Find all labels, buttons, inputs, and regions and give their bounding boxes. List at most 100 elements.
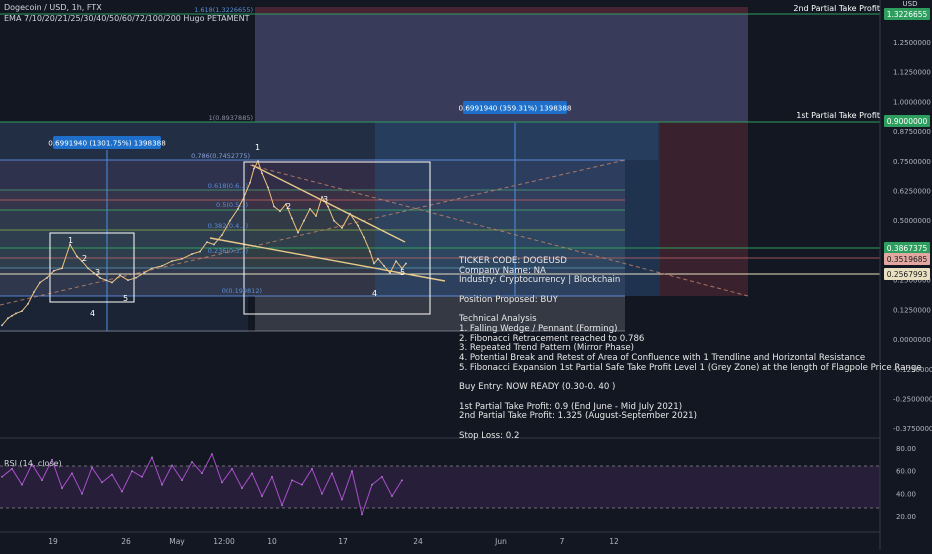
wave-label-2b: 2 [286, 202, 291, 211]
price-tick-label: 0.0000000 [893, 336, 931, 344]
rsi-point [221, 481, 223, 484]
rsi-point [261, 495, 263, 497]
rsi-point [341, 498, 343, 501]
fib-label-0382: 0.382(0.4...) [208, 222, 248, 230]
fib-label-1618: 1.618(1.3226655) [194, 6, 253, 14]
price-point [151, 267, 153, 270]
price-point [229, 219, 231, 222]
wave-label-5a: 5 [123, 294, 128, 303]
price-point [333, 219, 335, 222]
time-tick-label: 10 [267, 537, 277, 546]
rsi-point [61, 487, 63, 489]
price-point [111, 281, 113, 284]
rsi-point [151, 456, 153, 459]
price-point [161, 265, 163, 267]
wave-labels: 1 2 3 4 5 1 2 3 4 5 [68, 143, 405, 318]
measure-label-2: 0.6991940 (359.31%) 1398388 [458, 104, 571, 113]
rsi-point [211, 453, 213, 455]
price-point [383, 265, 385, 267]
time-axis[interactable]: 19 26 May 12:00 10 17 24 Jun 7 12 [0, 531, 880, 546]
rsi-point [311, 468, 313, 470]
tag-current [884, 268, 930, 280]
price-point [291, 217, 293, 220]
wave-label-3a: 3 [95, 268, 100, 277]
price-point [221, 234, 223, 236]
tag-level-a-text: 0.3867375 [887, 244, 928, 253]
rsi-point [271, 476, 273, 478]
price-point [87, 267, 89, 270]
rsi-point [191, 461, 193, 463]
price-tick-label: 0.7500000 [893, 158, 931, 166]
price-point [81, 260, 83, 262]
rsi-series [1, 452, 403, 517]
rsi-point [391, 495, 393, 497]
wave-label-4b: 4 [372, 289, 377, 298]
tag-level-b [884, 253, 930, 265]
axis-currency: USD [903, 0, 918, 8]
rsi-point [101, 481, 103, 484]
price-point [1, 324, 3, 327]
price-point [237, 208, 239, 210]
price-point [253, 167, 255, 170]
fib-levels [0, 13, 932, 332]
rsi-point [171, 464, 173, 467]
rsi-point [371, 483, 373, 486]
tag-tp1 [884, 115, 930, 127]
rsi-point [381, 476, 383, 478]
rsi-point [131, 470, 133, 472]
price-point [267, 186, 269, 189]
price-point [76, 255, 78, 258]
rsi-tick-label: 60.00 [896, 468, 916, 476]
price-tick-label: 0.8750000 [893, 128, 931, 136]
rsi-point [41, 479, 43, 482]
price-point [206, 241, 208, 244]
rsi-point [1, 476, 3, 478]
tag-tp1-text: 0.9000000 [887, 117, 928, 126]
time-tick-label: 19 [48, 537, 58, 546]
ema-indicator-label[interactable]: EMA 7/10/20/21/25/30/40/50/60/72/100/200… [4, 14, 250, 23]
rsi-pane [0, 437, 880, 517]
price-point [297, 231, 299, 234]
rsi-point [331, 472, 333, 475]
pattern-boxes [49, 161, 431, 315]
price-tick-label: 1.0000000 [893, 98, 931, 106]
price-tick-label: 0.5000000 [893, 217, 931, 225]
measure-box-2 [463, 101, 567, 114]
time-tick-label: 17 [338, 537, 348, 546]
price-point [369, 250, 371, 253]
price-point [401, 267, 403, 270]
price-point [171, 260, 173, 262]
wave-label-1b: 1 [255, 143, 260, 152]
symbol-title[interactable]: Dogecoin / USD, 1h, FTX [4, 3, 102, 12]
price-point [363, 236, 365, 239]
price-point [309, 208, 311, 210]
rsi-point [91, 466, 93, 469]
price-point [53, 269, 55, 272]
price-point [7, 317, 9, 320]
rsi-point [241, 487, 243, 489]
price-point [213, 243, 215, 246]
price-point [405, 262, 407, 265]
time-tick-label: Jun [494, 537, 507, 546]
rsi-tick-label: 40.00 [896, 490, 916, 498]
price-point [341, 227, 343, 229]
rsi-point [401, 479, 403, 482]
wave-label-3b: 3 [323, 195, 328, 204]
rsi-point [351, 470, 353, 472]
rsi-tick-label: 80.00 [896, 445, 916, 453]
time-tick-label: May [169, 537, 185, 546]
rsi-point [161, 483, 163, 486]
time-tick-label: 12:00 [213, 537, 235, 546]
rsi-point [251, 472, 253, 475]
time-tick-label: 7 [560, 537, 565, 546]
price-point [285, 203, 287, 206]
fib-label-05: 0.5(0.5...) [216, 201, 248, 209]
rsi-point [231, 468, 233, 470]
price-point [181, 257, 183, 260]
price-tick-label: -0.3750000 [893, 425, 932, 433]
price-point [127, 279, 129, 282]
rsi-label: RSI (14, close) [4, 459, 62, 468]
time-tick-label: 26 [121, 537, 131, 546]
fib-label-0618: 0.618(0.6...) [208, 182, 248, 190]
